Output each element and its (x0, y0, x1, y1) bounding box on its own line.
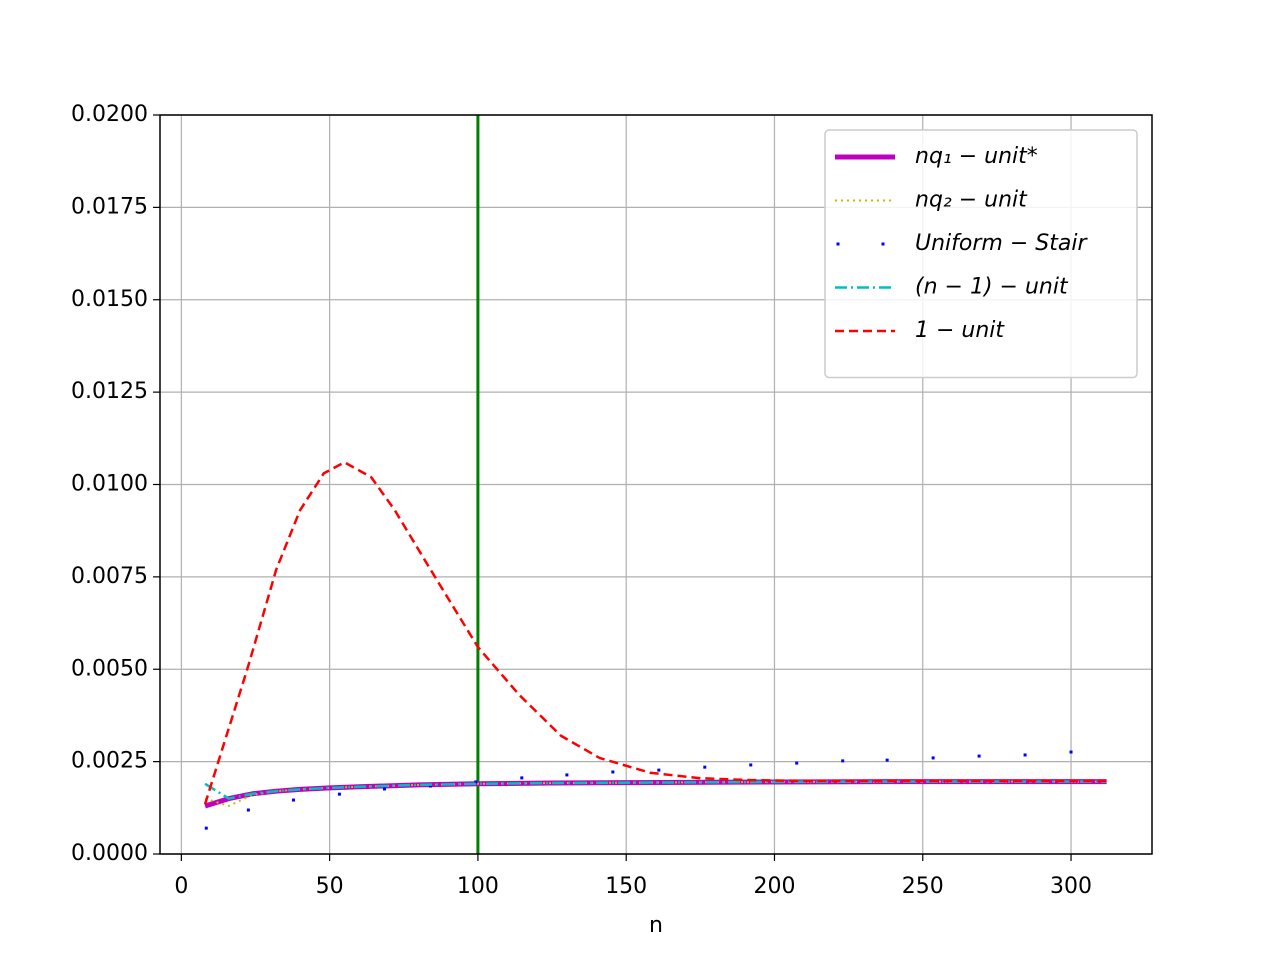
data-point (204, 826, 208, 830)
series-line (203, 461, 1107, 805)
y-tick-label: 0.0025 (71, 749, 148, 774)
y-tick-label: 0.0150 (71, 287, 148, 312)
data-point (749, 763, 753, 767)
data-point (795, 761, 799, 765)
ticks: 0 50 100 150 200 250 300 0.0000 0.0025 0.0050 0.00… (71, 102, 1092, 899)
plot-area (203, 115, 1107, 854)
data-point (657, 768, 661, 772)
data-point (885, 758, 889, 762)
x-axis-label: n (649, 913, 663, 938)
data-point (611, 770, 615, 774)
data-point (1023, 753, 1027, 757)
legend-marker (836, 242, 840, 246)
x-tick-label: 50 (316, 874, 344, 899)
x-tick-label: 300 (1050, 874, 1092, 899)
data-point (474, 780, 478, 784)
legend-label: Uniform − Stair (915, 231, 1088, 256)
x-tick-label: 250 (902, 874, 944, 899)
y-tick-label: 0.0200 (71, 102, 148, 127)
y-tick-label: 0.0000 (71, 841, 148, 866)
data-point (246, 808, 250, 812)
y-tick-label: 0.0100 (71, 472, 148, 497)
x-tick-label: 100 (457, 874, 499, 899)
data-point (977, 754, 981, 758)
data-point (337, 792, 341, 796)
legend-label: (n − 1) − unit (915, 275, 1069, 300)
x-tick-label: 200 (753, 874, 795, 899)
series-line (204, 780, 1107, 807)
data-point (565, 773, 569, 777)
y-tick-label: 0.0125 (71, 379, 148, 404)
data-point (1069, 750, 1073, 754)
legend: nq₁ − unit* nq₂ − unit Uniform − Stair (n −… (824, 129, 1138, 379)
data-point (841, 759, 845, 763)
legend-marker (881, 242, 885, 246)
data-point (703, 765, 707, 769)
y-tick-label: 0.0075 (71, 564, 148, 589)
data-point (931, 756, 935, 760)
data-point (520, 776, 524, 780)
data-point (428, 784, 432, 788)
legend-label: nq₁ − unit* (915, 144, 1038, 169)
data-point (291, 798, 295, 802)
data-point (382, 787, 386, 791)
legend-label: 1 − unit (915, 318, 1005, 343)
y-tick-label: 0.0050 (71, 656, 148, 681)
x-tick-label: 0 (174, 874, 188, 899)
y-tick-label: 0.0175 (71, 194, 148, 219)
legend-box (824, 129, 1138, 379)
legend-label: nq₂ − unit (915, 188, 1028, 213)
x-tick-label: 150 (605, 874, 647, 899)
